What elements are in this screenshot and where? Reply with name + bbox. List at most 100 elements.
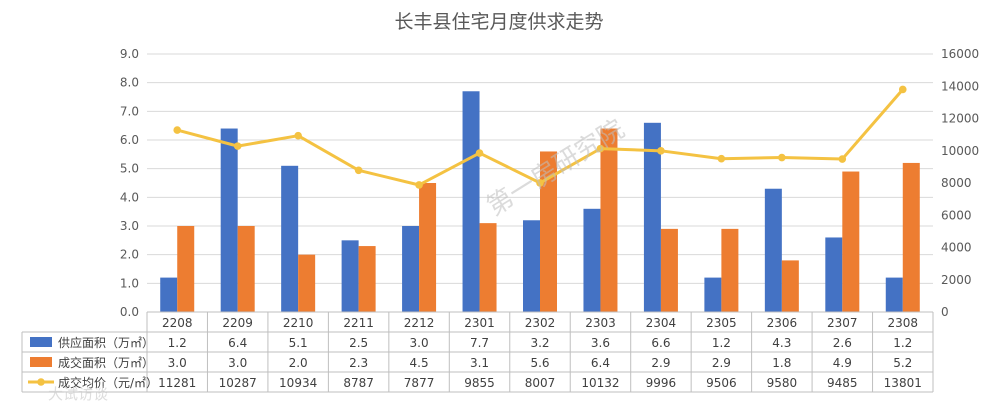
supply-bar-2303 — [583, 208, 601, 312]
table-cell: 6.4 — [228, 336, 247, 350]
table-cell: 3.6 — [591, 336, 610, 350]
table-cell: 9855 — [464, 376, 495, 390]
table-cell: 8007 — [525, 376, 556, 390]
deal-bar-2303 — [600, 128, 618, 312]
category-label: 2211 — [343, 316, 374, 330]
supply-bar-2210 — [281, 165, 299, 312]
right-tick-label: 8000 — [941, 176, 972, 190]
supply-bar-2209 — [220, 128, 238, 312]
category-label: 2212 — [404, 316, 435, 330]
data-table: 2208 2209 2210 2211 2212 2301 2302 2303 2304 2305… — [21, 311, 934, 393]
chart-title: 长丰县住宅月度供求走势 — [394, 11, 603, 33]
table-cell: 2.3 — [349, 356, 368, 370]
right-tick-label: 4000 — [941, 241, 972, 255]
deal-bar-2302 — [540, 151, 557, 312]
deal-bar-2210 — [298, 254, 316, 312]
deal-bar-2306 — [781, 260, 799, 312]
price-point-2305 — [717, 154, 726, 163]
category-label: 2305 — [706, 316, 737, 330]
price-point-2307 — [838, 155, 847, 163]
price-point-2301 — [475, 149, 484, 157]
category-label: 2304 — [646, 316, 677, 330]
table-cell: 7877 — [404, 376, 435, 390]
price-point-2303 — [596, 144, 605, 153]
table-cell: 2.6 — [833, 336, 852, 350]
deal-bar-2305 — [721, 228, 739, 312]
table-cell: 5.1 — [289, 336, 308, 350]
right-tick-label: 16000 — [941, 47, 979, 61]
left-tick-label: 0.0 — [120, 305, 139, 319]
category-label: 2308 — [887, 316, 918, 330]
supply-bar-2211 — [341, 240, 359, 312]
legend-label: 供应面积（万㎡） — [58, 335, 154, 350]
category-label: 2301 — [464, 316, 495, 330]
supply-bar-2308 — [885, 277, 903, 312]
left-tick-label: 1.0 — [120, 276, 139, 290]
table-cell: 3.2 — [530, 336, 549, 350]
axes: 0.0 1.0 2.0 3.0 4.0 5.0 6.0 7.0 8.0 9.0 0 2000 4000 6… — [120, 47, 979, 319]
table-cell: 10132 — [581, 376, 619, 390]
supply-bar-2304 — [643, 122, 661, 312]
deal-bar-2209 — [237, 226, 255, 312]
legend-marker — [37, 378, 45, 386]
right-tick-label: 2000 — [941, 273, 972, 287]
deal-bar-2304 — [660, 228, 678, 312]
legend-swatch — [30, 357, 52, 367]
table-cell: 2.5 — [349, 336, 368, 350]
right-tick-label: 0 — [941, 305, 949, 319]
price-point-2304 — [657, 147, 665, 155]
table-cell: 4.9 — [833, 356, 852, 370]
left-tick-label: 7.0 — [120, 104, 139, 118]
price-point-2208 — [173, 126, 182, 134]
supply-bar-2302 — [523, 220, 540, 312]
deal-bar-2211 — [358, 246, 376, 312]
table-cell: 2.9 — [651, 356, 670, 370]
price-point-2212 — [415, 181, 423, 189]
deal-bar-2212 — [419, 183, 437, 312]
table-cell: 10934 — [279, 376, 317, 390]
table-cell: 9485 — [827, 376, 858, 390]
table-cell: 9506 — [706, 376, 737, 390]
category-label: 2306 — [767, 316, 798, 330]
table-cell: 9580 — [767, 376, 798, 390]
table-cell: 4.3 — [772, 336, 791, 350]
table-cell: 3.1 — [470, 356, 489, 370]
price-point-2211 — [354, 166, 363, 175]
table-cell: 1.8 — [772, 356, 791, 370]
price-line — [173, 85, 907, 189]
left-tick-label: 9.0 — [120, 47, 139, 61]
table-cell: 10287 — [219, 376, 257, 390]
table-cell: 1.2 — [893, 336, 912, 350]
supply-bar-2306 — [764, 188, 782, 312]
bars — [160, 91, 920, 313]
right-tick-label: 10000 — [941, 144, 979, 158]
right-tick-label: 6000 — [941, 208, 972, 222]
category-label: 2303 — [585, 316, 616, 330]
table-cell: 3.0 — [168, 356, 187, 370]
category-label: 2209 — [222, 316, 253, 330]
price-point-2308 — [898, 85, 907, 94]
table-cell: 5.6 — [530, 356, 549, 370]
category-label: 2307 — [827, 316, 858, 330]
price-point-2209 — [233, 142, 242, 150]
table-cell: 4.5 — [410, 356, 429, 370]
table-cell: 1.2 — [168, 336, 187, 350]
right-tick-label: 12000 — [941, 112, 979, 126]
table-cell: 2.0 — [289, 356, 308, 370]
table-cell: 2.9 — [712, 356, 731, 370]
table-cell: 13801 — [884, 376, 922, 390]
supply-bar-2208 — [160, 277, 178, 312]
table-cell: 8787 — [343, 376, 374, 390]
category-label: 2302 — [525, 316, 556, 330]
legend-label: 成交面积（万㎡） — [58, 355, 154, 370]
table-cell: 1.2 — [712, 336, 731, 350]
table-cell: 9996 — [646, 376, 677, 390]
table-cell: 3.0 — [410, 336, 429, 350]
table-cell: 6.6 — [651, 336, 670, 350]
deal-bar-2307 — [842, 171, 860, 312]
table-cell: 6.4 — [591, 356, 610, 370]
deal-bar-2208 — [177, 226, 195, 312]
deal-bar-2308 — [902, 162, 920, 312]
watermark-footer: 大试访谈 — [48, 385, 108, 403]
supply-bar-2212 — [402, 226, 420, 312]
